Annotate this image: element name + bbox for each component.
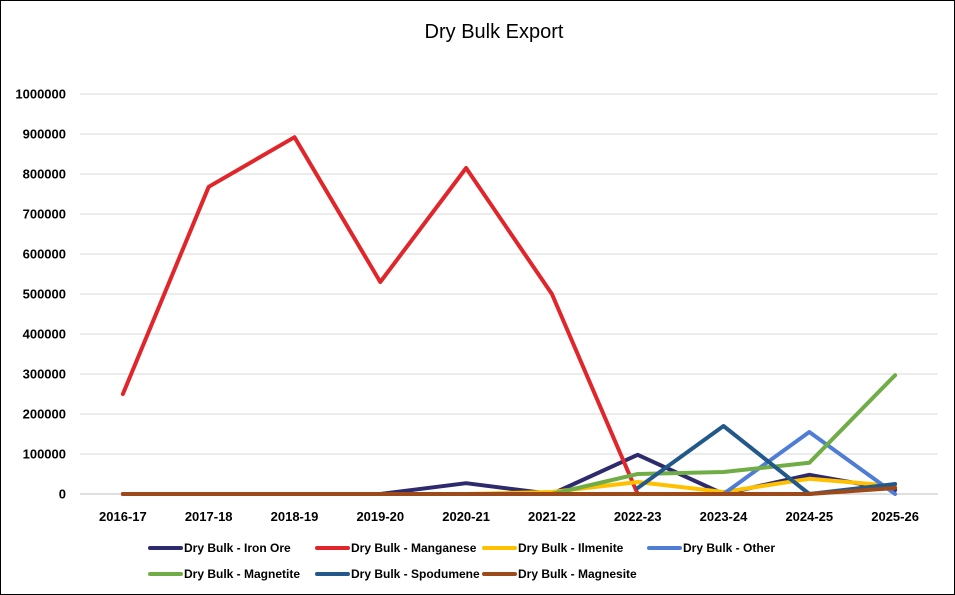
x-tick-label: 2019-20 [356,509,404,524]
y-tick-label: 0 [59,487,66,502]
series-dry-bulk-magnetite [549,373,898,496]
y-tick-label: 900000 [23,127,66,142]
legend-item: Dry Bulk - Iron Ore [148,541,291,555]
legend-label: Dry Bulk - Magnetite [184,567,300,581]
x-tick-label: 2020-21 [442,509,490,524]
legend-item: Dry Bulk - Manganese [315,541,477,555]
legend-item: Dry Bulk - Magnetite [148,567,300,581]
x-tick-label: 2021-22 [528,509,576,524]
y-tick-label: 600000 [23,247,66,262]
series-line [120,135,640,496]
series-line [721,430,898,496]
series-dry-bulk-manganese [120,135,640,496]
series-line [549,373,898,496]
y-tick-label: 100000 [23,447,66,462]
legend: Dry Bulk - Iron Ore Dry Bulk - Manganese D… [148,541,775,581]
y-tick-label: 500000 [23,287,66,302]
x-tick-label: 2016-17 [99,509,147,524]
series-line [120,452,898,496]
legend-label: Dry Bulk - Manganese [351,541,477,555]
x-tick-label: 2025-26 [871,509,919,524]
legend-item: Dry Bulk - Ilmenite [482,541,624,555]
series-line [120,486,898,496]
legend-label: Dry Bulk - Other [683,541,775,555]
x-tick-label: 2022-23 [614,509,662,524]
y-tick-label: 1000000 [15,87,66,102]
y-tick-label: 700000 [23,207,66,222]
legend-item: Dry Bulk - Magnesite [482,567,637,581]
x-tick-label: 2023-24 [700,509,748,524]
legend-label: Dry Bulk - Spodumene [351,567,480,581]
x-tick-label: 2017-18 [185,509,233,524]
series-dry-bulk-iron-ore [120,452,898,496]
chart-title: Dry Bulk Export [425,21,564,43]
legend-item: Dry Bulk - Other [647,541,775,555]
y-axis: 1000000900000800000700000600000500000400… [15,87,66,502]
x-tick-label: 2024-25 [785,509,833,524]
y-tick-label: 300000 [23,367,66,382]
legend-item: Dry Bulk - Spodumene [315,567,480,581]
legend-label: Dry Bulk - Magnesite [518,567,637,581]
y-tick-label: 400000 [23,327,66,342]
x-axis: 2016-17 2017-18 2018-19 2019-20 2020-21 2021-… [99,509,919,524]
legend-label: Dry Bulk - Iron Ore [184,541,291,555]
y-tick-label: 800000 [23,167,66,182]
grid [80,93,938,495]
x-tick-label: 2018-19 [271,509,319,524]
y-tick-label: 200000 [23,407,66,422]
legend-label: Dry Bulk - Ilmenite [518,541,624,555]
series-lines [120,135,898,496]
series-dry-bulk-magnesite [120,486,898,496]
